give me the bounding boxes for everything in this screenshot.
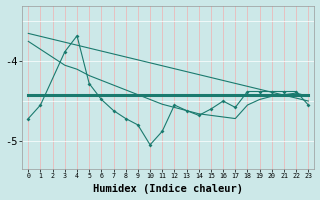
- X-axis label: Humidex (Indice chaleur): Humidex (Indice chaleur): [93, 184, 243, 194]
